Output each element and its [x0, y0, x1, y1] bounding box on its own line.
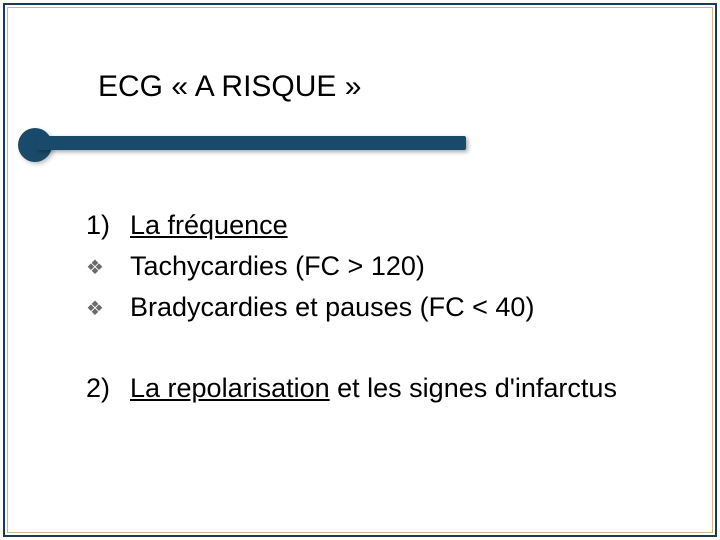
section-1-title: La fréquence [130, 206, 288, 245]
diamond-bullet-icon: ❖ [86, 254, 130, 283]
section-2-title-underlined: La repolarisation [130, 373, 330, 403]
body-list: 1) La fréquence ❖ Tachycardies (FC > 120… [86, 206, 692, 411]
bullet-item: ❖ Bradycardies et pauses (FC < 40) [86, 288, 692, 327]
bullet-text: Bradycardies et pauses (FC < 40) [130, 288, 534, 327]
section-1-number: 1) [86, 206, 130, 245]
diamond-bullet-icon: ❖ [86, 295, 130, 324]
section-1-heading: 1) La fréquence [86, 206, 692, 245]
section-2-title-rest: et les signes d'infarctus [330, 373, 617, 403]
slide-title: ECG « A RISQUE » [98, 70, 361, 104]
title-underline-rule [36, 136, 466, 150]
bullet-item: ❖ Tachycardies (FC > 120) [86, 247, 692, 286]
bullet-text: Tachycardies (FC > 120) [130, 247, 425, 286]
section-2-number: 2) [86, 369, 130, 408]
slide-content: ECG « A RISQUE » 1) La fréquence ❖ Tachy… [8, 8, 712, 532]
section-2-title: La repolarisation et les signes d'infarc… [130, 369, 617, 408]
section-2-heading: 2) La repolarisation et les signes d'inf… [86, 369, 692, 408]
